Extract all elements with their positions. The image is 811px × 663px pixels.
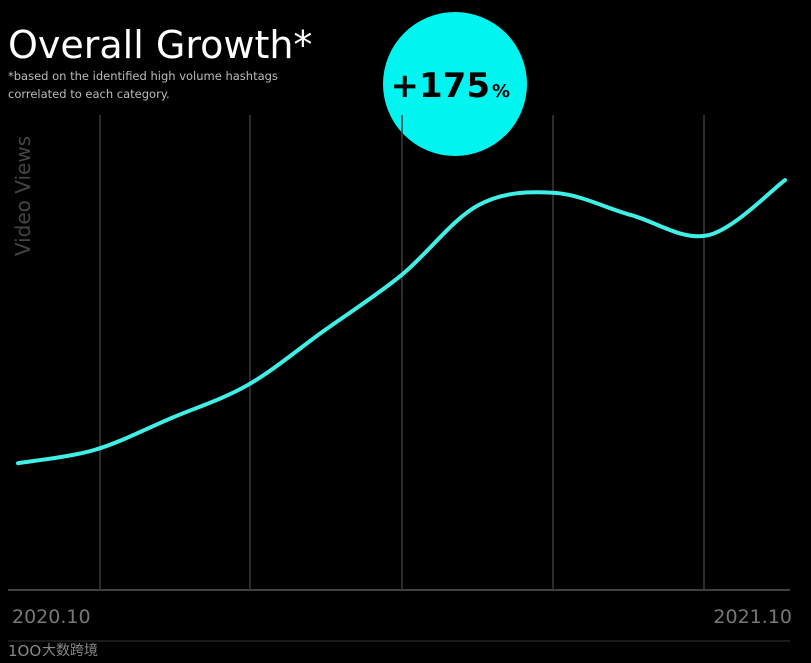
badge-value: +175 (391, 66, 490, 106)
watermark-logo: 1OO (8, 642, 41, 660)
chart-title: Overall Growth* (8, 23, 312, 67)
line (16, 178, 787, 466)
x-tick-label: 2021.10 (713, 606, 792, 628)
subtitle: *based on the identified high volume has… (8, 69, 278, 83)
subtitle: correlated to each category. (8, 87, 170, 101)
watermark: 大数跨境 (42, 643, 98, 659)
badge-unit: % (492, 81, 510, 102)
y-axis-label: Video Views (11, 136, 35, 256)
x-tick-label: 2020.10 (12, 606, 91, 628)
badge (383, 12, 527, 156)
